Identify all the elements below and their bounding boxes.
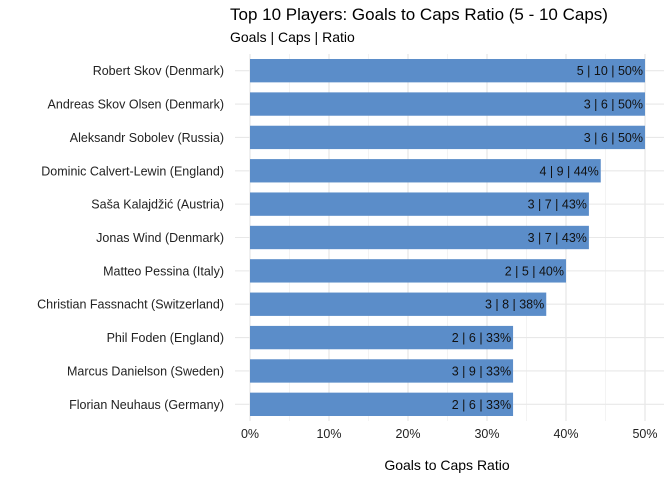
category-label: Andreas Skov Olsen (Denmark) <box>48 98 224 112</box>
bar <box>250 125 645 150</box>
bar-value-label: 3 | 9 | 33% <box>452 364 511 378</box>
x-tick-label: 0% <box>241 427 259 441</box>
category-label: Florian Neuhaus (Germany) <box>69 398 224 412</box>
x-tick-label: 30% <box>474 427 499 441</box>
x-tick-label: 40% <box>553 427 578 441</box>
category-label: Jonas Wind (Denmark) <box>96 231 224 245</box>
bar <box>250 392 514 416</box>
x-tick-label: 10% <box>316 427 341 441</box>
bar-value-label: 3 | 7 | 43% <box>528 198 587 212</box>
category-label: Christian Fassnacht (Switzerland) <box>37 298 224 312</box>
bar <box>250 92 645 116</box>
bar <box>250 359 514 383</box>
bar <box>250 192 589 216</box>
category-label: Phil Foden (England) <box>107 331 224 345</box>
bar <box>250 325 514 350</box>
bar-value-label: 3 | 6 | 50% <box>584 131 643 145</box>
category-label: Aleksandr Sobolev (Russia) <box>70 131 224 145</box>
category-label: Saša Kalajdžić (Austria) <box>91 198 224 212</box>
chart-subtitle: Goals | Caps | Ratio <box>230 29 355 45</box>
bar-value-label: 5 | 10 | 50% <box>577 64 643 78</box>
bar-value-label: 2 | 5 | 40% <box>505 264 564 278</box>
bar <box>250 225 589 250</box>
bar <box>250 292 547 316</box>
bar-value-label: 4 | 9 | 44% <box>539 164 598 178</box>
x-tick-label: 20% <box>395 427 420 441</box>
bar <box>250 159 601 183</box>
x-tick-label: 50% <box>632 427 657 441</box>
bar-value-label: 2 | 6 | 33% <box>452 331 511 345</box>
bar-value-label: 3 | 8 | 38% <box>485 298 544 312</box>
chart-title: Top 10 Players: Goals to Caps Ratio (5 -… <box>230 5 608 24</box>
category-label: Marcus Danielson (Sweden) <box>67 364 224 378</box>
category-label: Matteo Pessina (Italy) <box>103 264 224 278</box>
bar <box>250 259 566 283</box>
bar <box>250 59 645 83</box>
bar-value-label: 3 | 6 | 50% <box>584 98 643 112</box>
category-label: Robert Skov (Denmark) <box>93 64 224 78</box>
bar-value-label: 2 | 6 | 33% <box>452 398 511 412</box>
category-label: Dominic Calvert-Lewin (England) <box>41 164 224 178</box>
bar-value-label: 3 | 7 | 43% <box>528 231 587 245</box>
x-axis-label: Goals to Caps Ratio <box>384 457 510 473</box>
